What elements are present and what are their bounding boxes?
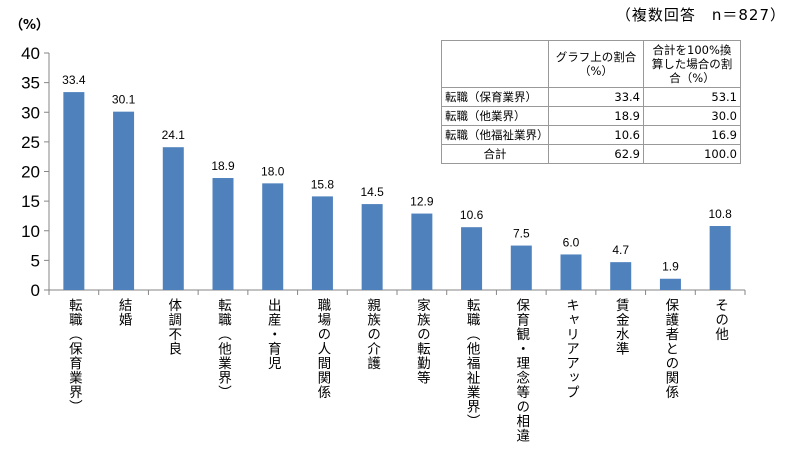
y-tick-label: 10 — [21, 222, 40, 241]
data-label: 24.1 — [162, 128, 186, 142]
bar — [709, 226, 731, 290]
response-note: （複数回答 n＝827） — [615, 6, 786, 24]
bar — [610, 262, 632, 290]
bar — [262, 183, 284, 290]
data-label: 4.7 — [612, 243, 629, 257]
x-tick-label: 転職（保育業界） — [65, 298, 82, 414]
bar — [411, 213, 433, 290]
data-label: 15.8 — [311, 177, 335, 191]
x-tick-label: 結婚 — [115, 298, 132, 327]
table-cell: 62.9 — [548, 144, 644, 164]
data-label: 1.9 — [662, 260, 679, 274]
bar — [461, 227, 483, 290]
y-tick-label: 40 — [21, 44, 40, 63]
y-tick-label: 25 — [21, 133, 40, 152]
data-label: 10.6 — [460, 208, 484, 222]
bar — [311, 196, 333, 290]
x-tick-label: 職場の人間関係 — [314, 298, 331, 400]
x-tick-label: 転職（他福祉業界） — [463, 298, 480, 429]
data-label: 14.5 — [360, 185, 384, 199]
data-label: 7.5 — [513, 227, 530, 241]
y-axis-unit: （%） — [10, 18, 50, 33]
table-header-cell: グラフ上の割合（%） — [548, 40, 644, 88]
table-cell: 16.9 — [643, 125, 741, 145]
table-cell: 転職（他福祉業界） — [441, 125, 549, 145]
x-tick-label: 保護者との関係 — [662, 298, 679, 400]
data-label: 10.8 — [708, 207, 732, 221]
table-cell: 転職（保育業界） — [441, 87, 549, 107]
x-tick-label: 家族の転勤等 — [413, 298, 430, 385]
x-tick-label: 出産・育児 — [264, 298, 281, 371]
table-header-row: グラフ上の割合（%） 合計を100%換算した場合の割合（%） — [441, 40, 741, 88]
bar — [162, 147, 184, 290]
table-cell: 転職（他業界） — [441, 106, 549, 126]
table-row: 転職（保育業界） 33.4 53.1 — [441, 87, 741, 107]
x-tick-label: 保育観・理念等の相違 — [513, 298, 530, 443]
bar — [63, 92, 85, 290]
x-tick-label: 転職（他業界） — [215, 298, 231, 400]
y-tick-label: 0 — [31, 281, 40, 300]
table-row: 転職（他業界） 18.9 30.0 — [441, 106, 741, 126]
y-tick-label: 5 — [31, 251, 40, 270]
data-label: 6.0 — [563, 235, 580, 249]
y-tick-label: 20 — [21, 163, 40, 182]
data-label: 33.4 — [62, 73, 86, 87]
table-cell: 53.1 — [643, 87, 741, 107]
bar — [113, 111, 135, 290]
y-tick-label: 30 — [21, 103, 40, 122]
x-tick-label: 賃金水準 — [612, 298, 629, 356]
table-row: 転職（他福祉業界） 10.6 16.9 — [441, 125, 741, 145]
table-total-row: 合計 62.9 100.0 — [441, 144, 741, 164]
table-cell: 10.6 — [548, 125, 644, 145]
data-label: 18.0 — [261, 164, 285, 178]
data-label: 12.9 — [410, 195, 434, 209]
bar — [212, 178, 234, 290]
x-tick-label: キャリアアップ — [563, 298, 579, 400]
x-tick-label: 体調不良 — [165, 298, 182, 356]
x-tick-label: その他 — [712, 298, 729, 342]
y-tick-label: 15 — [21, 192, 40, 211]
x-tick-label: 親族の介護 — [364, 298, 381, 371]
table-cell: 100.0 — [643, 144, 741, 164]
bar — [659, 278, 681, 290]
table-header-cell: 合計を100%換算した場合の割合（%） — [643, 40, 741, 88]
bar — [510, 245, 532, 290]
table-cell: 合計 — [441, 144, 549, 164]
table-cell: 30.0 — [643, 106, 741, 126]
summary-table: グラフ上の割合（%） 合計を100%換算した場合の割合（%） 転職（保育業界） … — [441, 40, 741, 164]
table-cell: 33.4 — [548, 87, 644, 107]
bar — [361, 204, 383, 290]
data-label: 30.1 — [112, 93, 136, 107]
table-header-cell — [441, 40, 549, 88]
data-label: 18.9 — [211, 159, 235, 173]
y-tick-label: 35 — [21, 74, 40, 93]
bar — [560, 254, 582, 290]
table-cell: 18.9 — [548, 106, 644, 126]
